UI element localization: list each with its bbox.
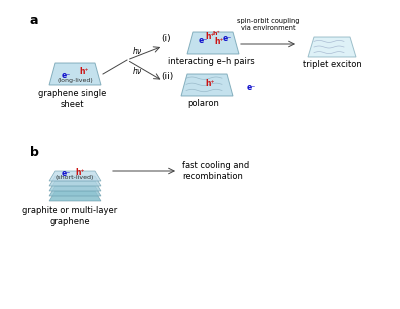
Text: triplet exciton: triplet exciton [303, 60, 361, 69]
Text: e⁻: e⁻ [198, 36, 208, 45]
Text: e⁻: e⁻ [222, 34, 232, 43]
Polygon shape [49, 63, 101, 85]
Text: a: a [30, 14, 38, 27]
Text: (i): (i) [161, 33, 171, 43]
Text: h⁺: h⁺ [205, 32, 215, 41]
Polygon shape [49, 176, 101, 186]
Polygon shape [49, 191, 101, 201]
Text: fast cooling and
recombination: fast cooling and recombination [182, 161, 249, 181]
Text: h⁺: h⁺ [75, 168, 85, 177]
Polygon shape [308, 37, 356, 57]
Polygon shape [49, 181, 101, 191]
Text: polaron: polaron [187, 99, 219, 108]
Text: e⁻: e⁻ [246, 83, 256, 92]
Text: interacting e–h pairs: interacting e–h pairs [168, 57, 254, 66]
Polygon shape [49, 186, 101, 196]
Text: spin-orbit coupling
via environment: spin-orbit coupling via environment [237, 18, 299, 31]
Text: h⁺: h⁺ [212, 31, 220, 36]
Text: b: b [30, 146, 39, 159]
Text: h⁺: h⁺ [205, 79, 215, 88]
Text: (short-lived): (short-lived) [56, 175, 94, 180]
Polygon shape [181, 74, 233, 96]
Text: hν: hν [133, 66, 142, 75]
Polygon shape [49, 171, 101, 181]
Polygon shape [187, 32, 239, 54]
Text: hν: hν [133, 46, 142, 56]
Text: h⁺: h⁺ [214, 37, 224, 46]
Text: e⁻: e⁻ [61, 169, 71, 178]
Text: h⁺: h⁺ [79, 67, 89, 76]
Text: (long-lived): (long-lived) [57, 78, 93, 83]
Text: e⁻: e⁻ [61, 71, 71, 80]
Text: graphite or multi-layer
graphene: graphite or multi-layer graphene [22, 206, 118, 226]
Text: graphene single
sheet: graphene single sheet [38, 89, 106, 109]
Text: (ii): (ii) [161, 73, 173, 82]
